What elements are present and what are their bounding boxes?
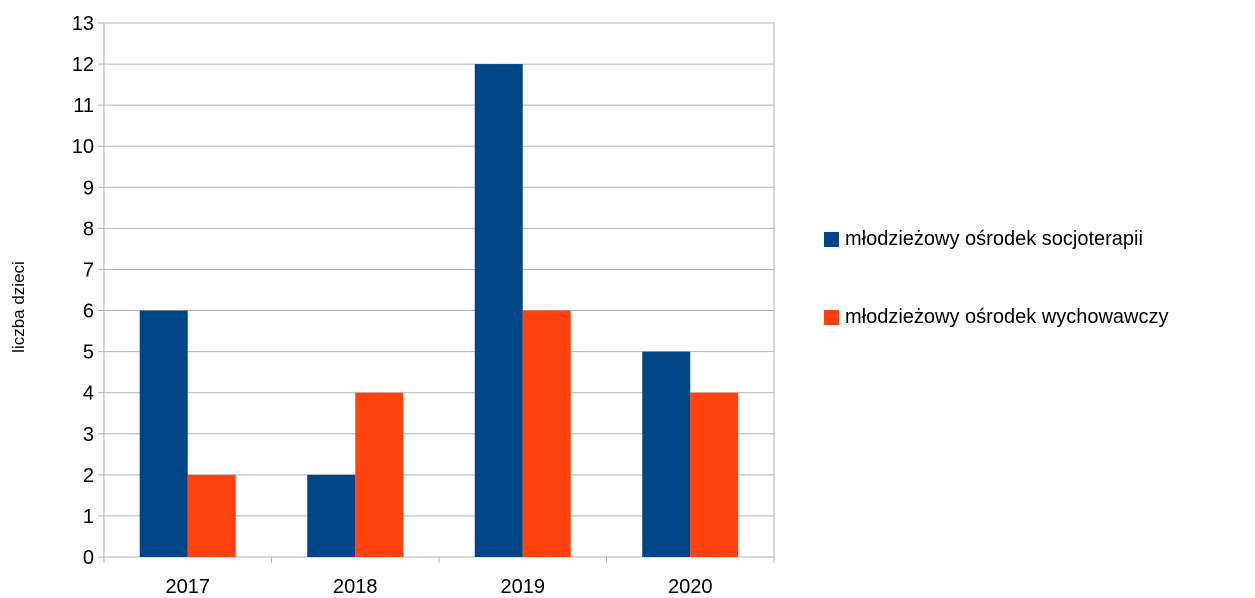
bar-socjoterapii-2018 — [307, 474, 356, 557]
plot-area — [103, 22, 775, 558]
y-axis-label: liczba dzieci — [9, 261, 28, 353]
y-tick-label: 6 — [83, 301, 94, 323]
y-tick-label: 0 — [83, 547, 94, 569]
bar-wychowawczy-2019 — [522, 310, 571, 557]
bar-socjoterapii-2020 — [642, 351, 691, 557]
y-tick-label: 13 — [72, 13, 94, 35]
y-tick-label: 11 — [73, 95, 94, 117]
x-tick-label: 2020 — [668, 576, 713, 598]
y-tick-label: 8 — [83, 218, 94, 240]
y-tick-label: 7 — [83, 259, 94, 281]
legend-label: młodzieżowy ośrodek wychowawczy — [845, 306, 1168, 328]
bar-wychowawczy-2020 — [690, 392, 739, 557]
y-tick-label: 4 — [83, 383, 94, 405]
x-axis-ticks: 2017 2018 2019 2020 — [166, 576, 713, 598]
legend-swatch — [824, 310, 839, 325]
legend: młodzieżowy ośrodek socjoterapii młodzież… — [824, 228, 1168, 328]
legend-label: młodzieżowy ośrodek socjoterapii — [845, 228, 1143, 250]
y-tick-label: 9 — [83, 177, 94, 199]
bar-socjoterapii-2017 — [139, 310, 188, 557]
y-tick-label: 1 — [83, 506, 94, 528]
bar-socjoterapii-2019 — [474, 64, 523, 558]
bar-wychowawczy-2018 — [355, 392, 404, 557]
x-tick-label: 2017 — [166, 576, 211, 598]
x-tick-label: 2018 — [333, 576, 378, 598]
y-tick-label: 2 — [83, 465, 94, 487]
gridlines — [98, 22, 775, 563]
y-tick-label: 10 — [72, 136, 94, 158]
bars — [139, 64, 739, 558]
y-tick-label: 12 — [72, 54, 94, 76]
legend-swatch — [824, 232, 839, 247]
bar-wychowawczy-2017 — [187, 474, 236, 557]
x-tick-label: 2019 — [501, 576, 546, 598]
y-tick-label: 3 — [83, 424, 94, 446]
y-tick-label: 5 — [83, 342, 94, 364]
